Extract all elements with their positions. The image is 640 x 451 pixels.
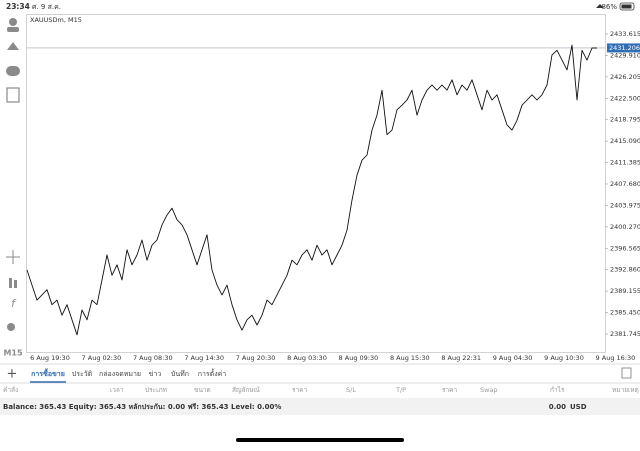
- x-tick-label: 8 Aug 22:31: [441, 354, 481, 362]
- home-indicator: [236, 438, 404, 442]
- balance-summary: Balance: 365.43 Equity: 365.43 หลักประกั…: [3, 403, 281, 411]
- add-button[interactable]: +: [7, 367, 18, 382]
- status-battery: 86%: [601, 3, 617, 11]
- tab[interactable]: กล่องจดหมาย: [99, 370, 141, 378]
- x-tick-label: 7 Aug 02:30: [82, 354, 122, 362]
- column-header: สัญลักษณ์: [232, 386, 260, 394]
- profit: 0.00: [549, 403, 566, 411]
- column-header: เวลา: [110, 386, 124, 394]
- icon-trade[interactable]: [7, 42, 19, 50]
- x-tick-label: 9 Aug 04:30: [493, 354, 533, 362]
- battery-icon: [619, 2, 635, 11]
- y-tick-label: 2433.615: [610, 30, 640, 38]
- column-header: ราคา: [442, 386, 457, 394]
- y-tick-label: 2407.680: [610, 180, 640, 188]
- icon-indicator[interactable]: f: [11, 297, 17, 310]
- column-header: ราคา: [292, 386, 307, 394]
- tab[interactable]: การซื้อขาย: [31, 367, 65, 378]
- column-header: กำไร: [550, 386, 565, 394]
- column-header: ขนาด: [194, 386, 211, 394]
- status-time: 23:34: [6, 2, 30, 11]
- x-tick-label: 7 Aug 08:30: [133, 354, 173, 362]
- price-line: [26, 44, 597, 336]
- y-tick-label: 2429.910: [610, 51, 640, 59]
- column-header: Swap: [480, 386, 498, 394]
- x-tick-label: 7 Aug 20:30: [236, 354, 276, 362]
- timeframe[interactable]: M15: [3, 349, 23, 358]
- current-price-box: [607, 43, 640, 53]
- toolbar: f: [6, 18, 20, 331]
- chart-frame: [26, 14, 606, 353]
- status-date: ศ. 9 ส.ค.: [32, 3, 61, 11]
- y-tick-label: 2411.385: [610, 159, 640, 167]
- y-tick-label: 2403.975: [610, 201, 640, 209]
- y-tick-label: 2418.795: [610, 116, 640, 124]
- icon-candles-2: [14, 280, 17, 288]
- icon-candles[interactable]: [9, 278, 12, 288]
- icon-account[interactable]: [9, 18, 17, 26]
- column-header: คำสั่ง: [3, 385, 18, 394]
- current-price-label: 2431.206: [609, 44, 640, 52]
- tab[interactable]: ข่าว: [149, 370, 162, 378]
- y-tick-label: 2389.155: [610, 287, 640, 295]
- column-header: หมายเหตุ: [612, 386, 639, 394]
- y-tick-label: 2381.745: [610, 330, 640, 338]
- balance-row: [0, 398, 640, 415]
- tab[interactable]: บันทึก: [171, 369, 189, 378]
- x-tick-label: 6 Aug 19:30: [30, 354, 70, 362]
- y-tick-label: 2422.500: [610, 94, 640, 102]
- y-tick-label: 2415.090: [610, 137, 640, 145]
- symbol-label: XAUUSDm, M15: [30, 16, 82, 24]
- wifi-icon: [596, 4, 604, 8]
- tab[interactable]: ประวัติ: [72, 370, 93, 378]
- x-tick-label: 8 Aug 15:30: [390, 354, 430, 362]
- tab[interactable]: การตั้งค่า: [198, 367, 227, 378]
- icon-objects[interactable]: [7, 323, 15, 331]
- y-tick-label: 2392.860: [610, 266, 640, 274]
- icon-crosshair[interactable]: [6, 250, 20, 264]
- panel-toggle[interactable]: [621, 367, 632, 379]
- y-tick-label: 2400.270: [610, 223, 640, 231]
- y-tick-label: 2385.450: [610, 309, 640, 317]
- battery-level: [621, 4, 632, 9]
- icon-chat[interactable]: [6, 66, 20, 76]
- y-tick-label: 2396.565: [610, 244, 640, 252]
- x-tick-label: 9 Aug 16:30: [596, 354, 636, 362]
- x-tick-label: 7 Aug 14:30: [184, 354, 224, 362]
- icon-new[interactable]: [6, 87, 20, 103]
- currency: USD: [570, 403, 587, 411]
- x-tick-label: 8 Aug 09:30: [339, 354, 379, 362]
- column-header: S/L: [346, 386, 356, 394]
- y-tick-label: 2426.205: [610, 73, 640, 81]
- x-tick-label: 9 Aug 10:30: [544, 354, 584, 362]
- icon-account-body: [7, 27, 19, 32]
- x-tick-label: 8 Aug 03:30: [287, 354, 327, 362]
- column-header: ประเภท: [145, 386, 167, 394]
- column-header: T/P: [395, 386, 406, 394]
